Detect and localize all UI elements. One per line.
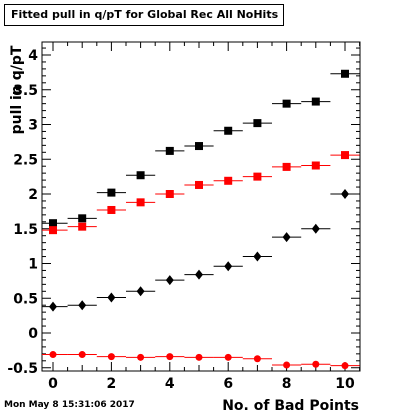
data-point-circle: [253, 355, 261, 363]
data-point-square: [224, 176, 233, 185]
y-tick-label: -0.5: [7, 361, 38, 377]
chart-title: Fitted pull in q/pT for Global Rec All N…: [11, 8, 279, 21]
data-point-circle: [224, 353, 232, 361]
data-point-diamond: [78, 300, 87, 311]
data-point-square: [224, 126, 233, 135]
data-point-square: [49, 226, 57, 235]
plot-frame: [41, 41, 361, 372]
data-point-square: [253, 119, 262, 128]
data-point-circle: [137, 353, 145, 361]
data-point-square: [78, 214, 87, 223]
x-tick-label: 6: [223, 376, 233, 392]
data-point-circle: [49, 351, 57, 359]
x-tick-label: 8: [282, 376, 292, 392]
y-tick-label: 4: [28, 48, 38, 64]
data-point-circle: [341, 362, 349, 370]
data-point-square: [136, 198, 145, 207]
y-tick-label: 3: [28, 118, 38, 134]
data-point-diamond: [107, 292, 116, 303]
data-point-square: [195, 142, 203, 151]
data-point-diamond: [224, 261, 233, 272]
data-point-square: [49, 219, 57, 228]
data-point-circle: [166, 353, 174, 361]
data-point-diamond: [165, 275, 174, 286]
data-point-square: [165, 190, 174, 198]
data-point-square: [78, 222, 87, 231]
data-point-diamond: [49, 301, 57, 312]
data-point-square: [341, 69, 349, 78]
data-point-circle: [78, 351, 86, 359]
x-axis-label: No. of Bad Points: [222, 398, 359, 414]
data-point-square: [165, 146, 174, 155]
data-point-diamond: [136, 286, 145, 297]
data-point-circle: [195, 353, 203, 361]
data-point-circle: [283, 361, 291, 369]
data-point-square: [136, 171, 145, 180]
y-tick-label: 2: [28, 187, 38, 203]
y-tick-label: 1: [28, 257, 38, 273]
y-tick-label: 1.5: [13, 222, 38, 238]
y-tick-label: 3.5: [13, 83, 38, 99]
data-point-circle: [107, 353, 115, 361]
x-tick-label: 4: [165, 376, 175, 392]
x-tick-label: 10: [335, 376, 355, 392]
data-point-square: [253, 172, 262, 181]
data-point-diamond: [195, 269, 203, 280]
data-point-diamond: [282, 232, 291, 243]
y-tick-label: 0: [28, 326, 38, 342]
data-marks: [42, 69, 360, 370]
data-point-square: [195, 180, 203, 189]
x-tick-label: 0: [48, 376, 58, 392]
data-point-square: [311, 97, 320, 106]
data-point-square: [282, 99, 291, 108]
y-axis-label: pull in q/pT: [9, 45, 25, 134]
data-point-square: [107, 188, 116, 197]
data-point-diamond: [311, 223, 320, 234]
data-point-square: [107, 205, 116, 214]
y-tick-label: 0.5: [13, 291, 38, 307]
data-point-diamond: [341, 189, 349, 199]
data-point-square: [282, 162, 291, 171]
y-tick-label: 2.5: [13, 152, 38, 168]
data-point-square: [311, 161, 320, 170]
data-point-square: [341, 151, 349, 160]
data-point-circle: [312, 360, 320, 368]
data-point-diamond: [253, 251, 262, 262]
title-box: Fitted pull in q/pT for Global Rec All N…: [4, 4, 284, 26]
axis-ticks: 0 2 4 6 8 10 -0.5 0 0.5 1 1.5 2 2.5 3 3.5 4: [7, 42, 361, 392]
timestamp-footer: Mon May 8 15:31:06 2017: [4, 400, 135, 410]
x-tick-label: 2: [107, 376, 117, 392]
